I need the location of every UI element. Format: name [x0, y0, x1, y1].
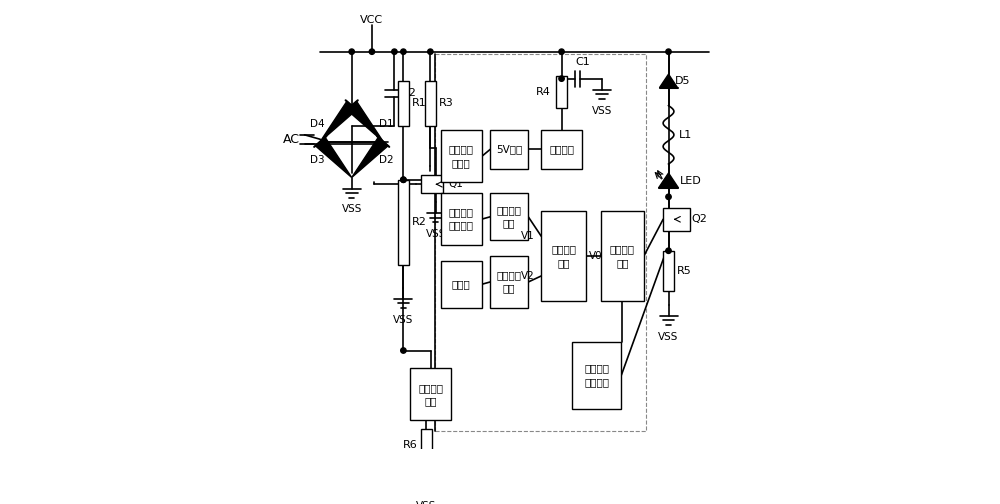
- Text: 功率驱动
单元: 功率驱动 单元: [610, 244, 635, 268]
- Circle shape: [349, 49, 354, 54]
- Bar: [490, 193, 528, 240]
- Text: VSS: VSS: [426, 229, 446, 239]
- Polygon shape: [352, 137, 388, 177]
- Text: 负阻运算
单元: 负阻运算 单元: [497, 205, 522, 228]
- Bar: [421, 429, 432, 463]
- Text: 输入电压
检测单元: 输入电压 检测单元: [449, 208, 474, 231]
- Bar: [441, 131, 482, 182]
- Text: D5: D5: [675, 76, 691, 86]
- Text: D3: D3: [310, 155, 325, 164]
- Text: V1: V1: [521, 231, 535, 241]
- Circle shape: [559, 49, 564, 54]
- Text: 内部电源: 内部电源: [549, 145, 574, 154]
- Text: VSS: VSS: [393, 314, 414, 325]
- Text: R6: R6: [403, 440, 417, 450]
- Text: R3: R3: [438, 98, 453, 108]
- Bar: [398, 180, 409, 265]
- Text: C2: C2: [401, 89, 416, 98]
- Bar: [663, 208, 690, 230]
- Circle shape: [666, 248, 671, 254]
- Text: 振荡器: 振荡器: [452, 279, 471, 289]
- Text: AC: AC: [283, 133, 300, 146]
- Text: VSS: VSS: [416, 501, 436, 504]
- Text: Q1: Q1: [448, 179, 463, 189]
- Bar: [541, 211, 586, 301]
- Bar: [541, 131, 582, 168]
- Circle shape: [401, 177, 406, 182]
- Bar: [663, 251, 674, 291]
- Bar: [441, 261, 482, 308]
- Polygon shape: [659, 173, 678, 188]
- Bar: [441, 193, 482, 245]
- Text: Q2: Q2: [691, 214, 707, 224]
- Text: 5V基准: 5V基准: [496, 145, 522, 154]
- Text: R1: R1: [411, 98, 426, 108]
- Polygon shape: [320, 101, 357, 142]
- Text: C1: C1: [576, 57, 591, 68]
- Text: D2: D2: [379, 155, 393, 164]
- Text: D4: D4: [310, 118, 325, 129]
- Polygon shape: [347, 101, 383, 142]
- Text: VCC: VCC: [360, 15, 383, 25]
- Circle shape: [401, 348, 406, 353]
- Bar: [425, 81, 436, 126]
- Text: D1: D1: [379, 118, 393, 129]
- Text: LED: LED: [680, 176, 701, 186]
- Circle shape: [369, 49, 375, 54]
- Bar: [556, 77, 567, 108]
- Circle shape: [401, 177, 406, 182]
- Circle shape: [392, 49, 397, 54]
- Text: R5: R5: [677, 266, 691, 276]
- Circle shape: [559, 76, 564, 81]
- Bar: [601, 211, 644, 301]
- Text: 三角波发
生器: 三角波发 生器: [497, 270, 522, 294]
- Circle shape: [666, 49, 671, 54]
- Text: 峰值电流
限制单元: 峰值电流 限制单元: [584, 363, 609, 387]
- Bar: [421, 175, 443, 193]
- Polygon shape: [660, 74, 678, 88]
- Bar: [410, 368, 451, 420]
- Text: VSS: VSS: [592, 106, 612, 115]
- Text: 脉冲调宽
单元: 脉冲调宽 单元: [551, 244, 576, 268]
- Text: R4: R4: [535, 87, 550, 97]
- Bar: [572, 342, 621, 409]
- Text: 过热保护
单元: 过热保护 单元: [418, 383, 443, 406]
- Polygon shape: [315, 137, 352, 177]
- Circle shape: [428, 49, 433, 54]
- Text: V2: V2: [521, 271, 535, 281]
- Bar: [490, 131, 528, 168]
- Circle shape: [401, 49, 406, 54]
- Bar: [435, 54, 646, 431]
- Bar: [398, 81, 409, 126]
- Text: VSS: VSS: [658, 332, 679, 342]
- Text: V0: V0: [589, 251, 602, 261]
- Circle shape: [666, 194, 671, 200]
- Text: L1: L1: [678, 130, 692, 140]
- Bar: [490, 256, 528, 308]
- Text: 热启动模
拟单元: 热启动模 拟单元: [449, 145, 474, 168]
- Text: R2: R2: [411, 217, 426, 227]
- Text: VSS: VSS: [342, 205, 362, 215]
